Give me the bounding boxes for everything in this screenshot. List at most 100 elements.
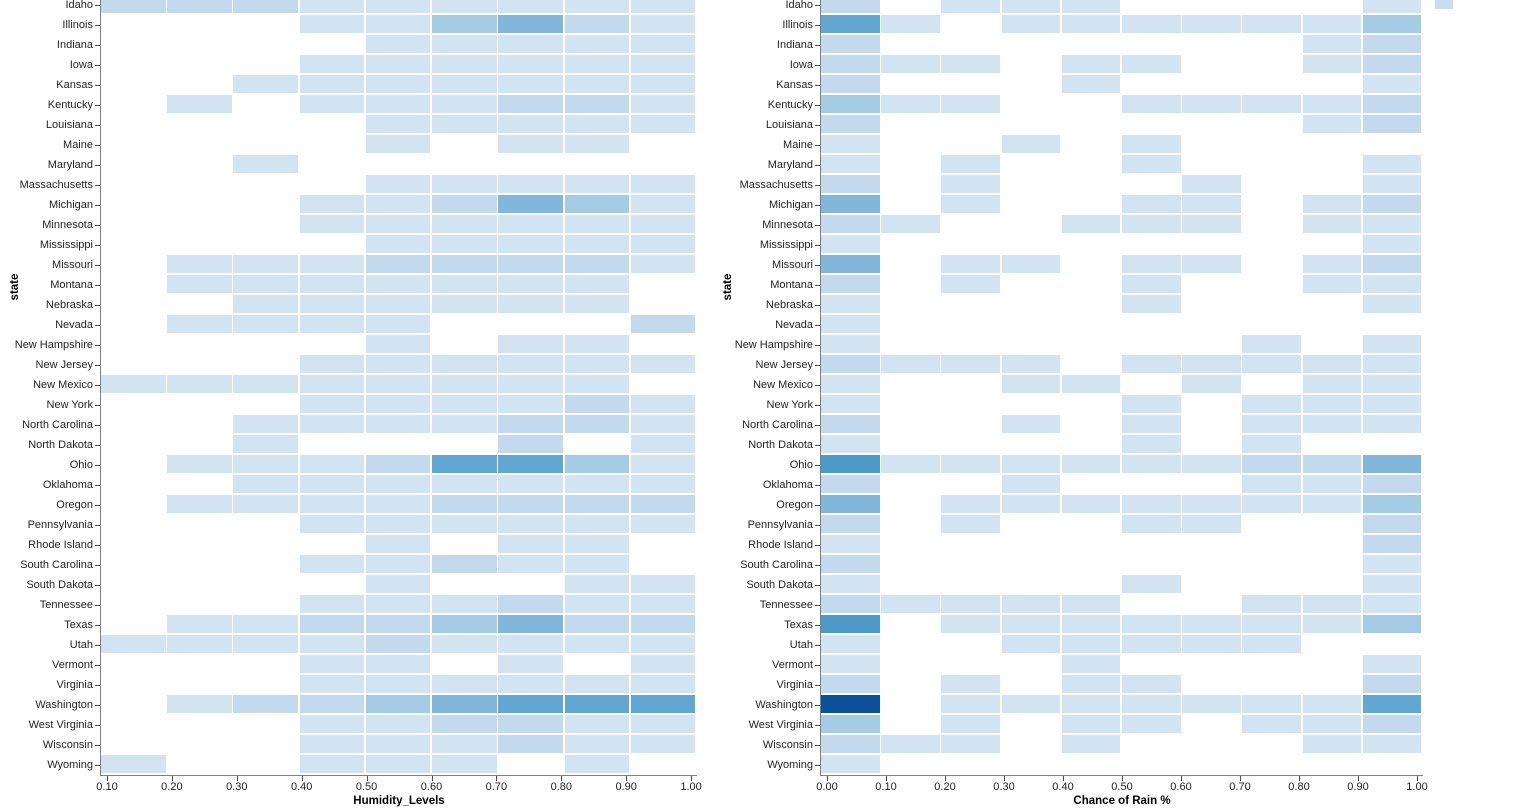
heatmap-cell: [432, 715, 497, 734]
heatmap-cell: [299, 375, 365, 394]
heatmap-cell: [1242, 435, 1301, 454]
y-tick-label-minnesota: Minnesota: [762, 219, 813, 231]
y-tick-mark: [95, 125, 100, 126]
heatmap-cell: [1362, 0, 1422, 14]
heatmap-cell: [101, 635, 166, 654]
heatmap-cell: [1302, 735, 1362, 754]
heatmap-cell: [1182, 615, 1241, 634]
y-tick-label-ohio: Ohio: [789, 459, 813, 471]
x-tick-mark: [827, 776, 828, 781]
y-tick-mark: [815, 405, 820, 406]
heatmap-cell: [167, 615, 232, 634]
heatmap-cell: [1182, 15, 1241, 34]
y-tick-label-indiana: Indiana: [56, 39, 93, 51]
x-tick-mark: [945, 776, 946, 781]
y-tick-label-nebraska: Nebraska: [765, 299, 813, 311]
y-axis-title-humidity: state: [9, 273, 21, 301]
heatmap-cell: [299, 0, 365, 14]
heatmap-cell: [1122, 675, 1181, 694]
heatmap-cell: [498, 15, 563, 34]
heatmap-cell: [1242, 335, 1301, 354]
heatmap-cell: [1182, 455, 1241, 474]
y-tick-mark: [815, 765, 820, 766]
x-tick-mark: [1240, 776, 1241, 781]
heatmap-cell: [564, 395, 630, 414]
heatmap-cell: [498, 635, 563, 654]
heatmap-cell: [432, 115, 497, 134]
heatmap-cell: [365, 15, 431, 34]
heatmap-cell: [1182, 515, 1241, 534]
heatmap-cell: [564, 0, 630, 14]
heatmap-cell: [498, 255, 563, 274]
heatmap-cell: [941, 195, 1000, 214]
y-tick-mark: [95, 65, 100, 66]
heatmap-cell: [365, 695, 431, 714]
heatmap-cell: [1302, 595, 1362, 614]
x-tick-label-0.20: 0.20: [161, 781, 183, 793]
heatmap-cell: [432, 235, 497, 254]
y-tick-label-maine: Maine: [63, 139, 93, 151]
y-tick-mark: [815, 685, 820, 686]
heatmap-cell: [365, 275, 431, 294]
heatmap-cell: [299, 635, 365, 654]
heatmap-cell: [432, 455, 497, 474]
heatmap-cell: [432, 415, 497, 434]
heatmap-cell: [233, 155, 299, 174]
y-tick-mark: [95, 665, 100, 666]
heatmap-cell: [1061, 675, 1121, 694]
heatmap-cell: [1302, 215, 1362, 234]
heatmap-cell: [821, 595, 880, 614]
y-tick-label-nevada: Nevada: [55, 319, 93, 331]
heatmap-cell: [498, 435, 563, 454]
y-tick-mark: [95, 45, 100, 46]
y-tick-mark: [95, 525, 100, 526]
heatmap-cell: [1061, 735, 1121, 754]
y-tick-mark: [815, 265, 820, 266]
y-tick-label-virginia: Virginia: [776, 679, 814, 691]
x-tick-label-0.70: 0.70: [1229, 781, 1251, 793]
heatmap-cell: [1362, 475, 1422, 494]
y-tick-label-new-york: New York: [766, 399, 813, 411]
heatmap-cell: [233, 455, 299, 474]
heatmap-cell: [498, 615, 563, 634]
heatmap-cell: [233, 495, 299, 514]
heatmap-cell: [630, 115, 696, 134]
y-tick-label-maine: Maine: [783, 139, 813, 151]
heatmap-cell: [1061, 695, 1121, 714]
heatmap-cell: [432, 555, 497, 574]
heatmap-cell: [941, 615, 1000, 634]
heatmap-cell: [1001, 355, 1061, 374]
heatmap-cell: [1242, 395, 1301, 414]
heatmap-cell: [564, 255, 630, 274]
heatmap-cell: [167, 635, 232, 654]
heatmap-cell: [821, 555, 880, 574]
x-tick-label-0.60: 0.60: [420, 781, 443, 793]
heatmap-cell: [1362, 695, 1422, 714]
heatmap-cell: [1001, 615, 1061, 634]
heatmap-cell: [167, 495, 232, 514]
heatmap-cell: [821, 295, 880, 314]
heatmap-cell: [365, 75, 431, 94]
heatmap-cell: [1302, 415, 1362, 434]
heatmap-cell: [1061, 0, 1121, 14]
heatmap-cell: [564, 575, 630, 594]
heatmap-cell: [1061, 495, 1121, 514]
heatmap-cell: [1362, 35, 1422, 54]
heatmap-cell: [821, 575, 880, 594]
heatmap-cell: [881, 455, 940, 474]
heatmap-cell: [498, 175, 563, 194]
x-tick-mark: [171, 776, 173, 781]
heatmap-cell: [498, 555, 563, 574]
heatmap-cell: [233, 695, 299, 714]
y-tick-mark: [95, 145, 100, 146]
y-tick-mark: [95, 25, 100, 26]
heatmap-cell: [365, 415, 431, 434]
heatmap-cell: [365, 115, 431, 134]
y-tick-mark: [815, 105, 820, 106]
heatmap-cell: [299, 395, 365, 414]
heatmap-cell: [233, 275, 299, 294]
y-tick-label-new-mexico: New Mexico: [753, 379, 813, 391]
heatmap-cell: [630, 595, 696, 614]
heatmap-cell: [1302, 255, 1362, 274]
heatmap-cell: [1001, 595, 1061, 614]
